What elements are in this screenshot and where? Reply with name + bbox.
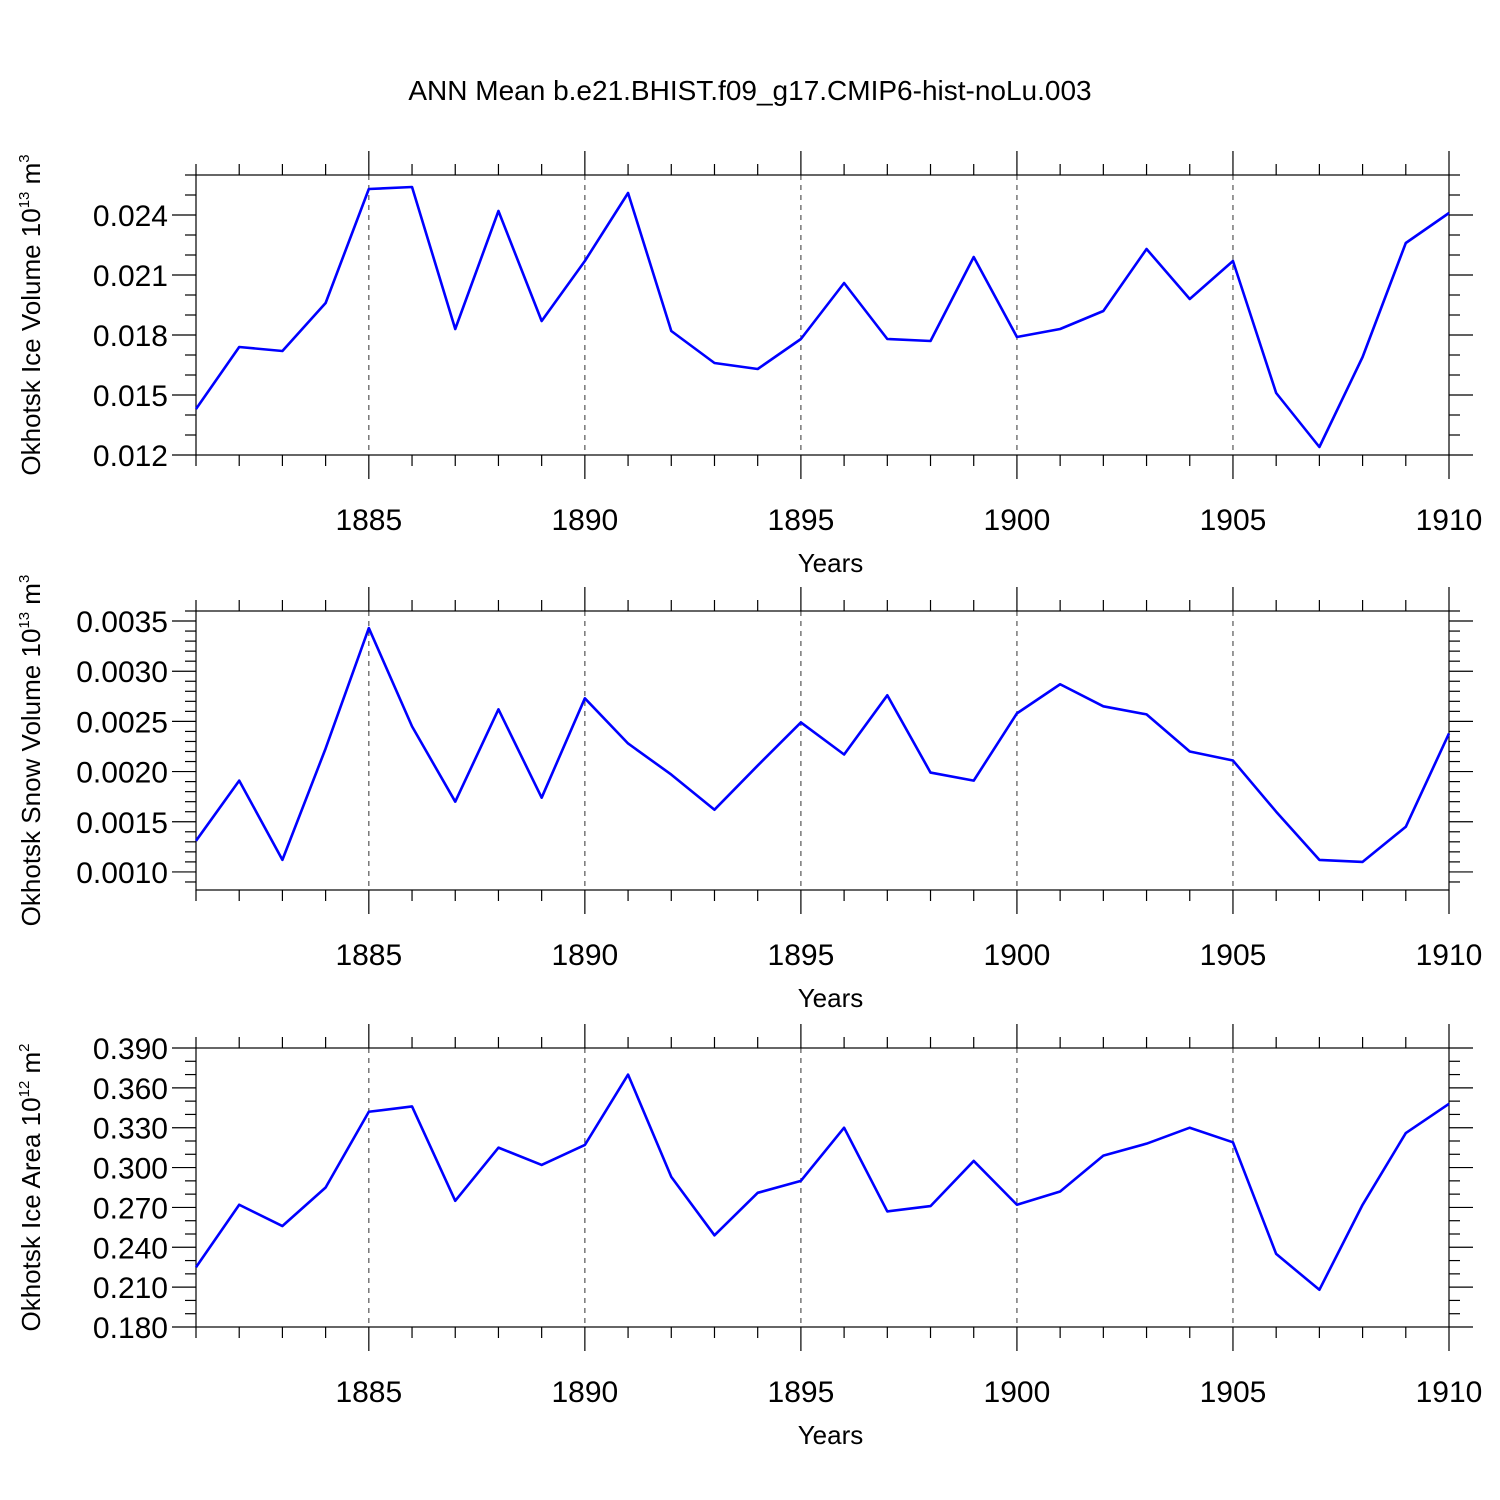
y-tick-label: 0.018 [93, 320, 168, 353]
y-tick-label: 0.360 [93, 1073, 168, 1106]
x-tick-label: 1910 [1416, 1376, 1483, 1409]
y-axis-title-exponent: 13 [16, 192, 33, 209]
x-tick-label: 1885 [335, 939, 402, 972]
y-tick-label: 0.024 [93, 200, 168, 233]
x-tick-label: 1895 [768, 939, 835, 972]
y-axis-title-exponent: 13 [16, 612, 33, 629]
y-axis-title-part: m [16, 1052, 46, 1081]
panel-3: 1885 1890 1895 1900 1905 1910 0.180 0.210 0.240 0… [16, 1024, 1482, 1450]
y-tick-label: 0.015 [93, 380, 168, 413]
y-axis-title-part: Okhotsk Ice Area 10 [16, 1097, 46, 1331]
y-tick-label: 0.0010 [76, 857, 168, 890]
y-tick-label: 0.0015 [76, 807, 168, 840]
x-tick-label: 1905 [1200, 939, 1267, 972]
y-tick-label: 0.210 [93, 1272, 168, 1305]
x-tick-label: 1885 [335, 1376, 402, 1409]
y-tick-label: 0.330 [93, 1113, 168, 1146]
panels-group: 1885 1890 1895 1900 1905 1910 0.012 0.015 0.018 0… [16, 151, 1482, 1450]
x-tick-label: 1895 [768, 504, 835, 537]
x-tick-label: 1900 [984, 939, 1051, 972]
y-axis-title-exponent: 3 [16, 575, 33, 583]
x-tick-label: 1905 [1200, 504, 1267, 537]
x-tick-label: 1905 [1200, 1376, 1267, 1409]
x-tick-label: 1900 [984, 504, 1051, 537]
plot-frame [195, 610, 1450, 891]
chart-title: ANN Mean b.e21.BHIST.f09_g17.CMIP6-hist-… [408, 75, 1091, 106]
y-tick-label: 0.0020 [76, 757, 168, 790]
y-tick-label: 0.240 [93, 1232, 168, 1265]
x-tick-label: 1890 [551, 939, 618, 972]
data-line [194, 1073, 1450, 1292]
data-line [194, 626, 1451, 864]
x-axis-title: Years [798, 1420, 864, 1450]
y-tick-label: 0.0035 [76, 606, 168, 639]
y-tick-label: 0.012 [93, 440, 168, 473]
y-axis-title: Okhotsk Snow Volume 1013 m3 [16, 575, 46, 927]
x-tick-label: 1895 [768, 1376, 835, 1409]
y-axis-title-part: m [16, 583, 46, 612]
y-axis-title-exponent: 3 [16, 154, 33, 162]
x-tick-label: 1910 [1416, 504, 1483, 537]
y-axis-title-exponent: 12 [16, 1081, 33, 1098]
y-tick-label: 0.0025 [76, 706, 168, 739]
x-tick-label: 1910 [1416, 939, 1483, 972]
y-tick-label: 0.0030 [76, 656, 168, 689]
x-axis-title: Years [798, 983, 864, 1013]
plot-frame [195, 1047, 1450, 1328]
data-line [194, 185, 1450, 449]
y-tick-label: 0.180 [93, 1312, 168, 1345]
x-tick-label: 1885 [335, 504, 402, 537]
panel-1: 1885 1890 1895 1900 1905 1910 0.012 0.015 0.018 0… [16, 151, 1482, 578]
x-tick-label: 1890 [551, 504, 618, 537]
y-tick-label: 0.270 [93, 1192, 168, 1225]
x-tick-label: 1890 [551, 1376, 618, 1409]
y-axis-title-part: m [16, 163, 46, 192]
plot-frame [195, 174, 1450, 456]
x-axis-title: Years [798, 548, 864, 578]
y-tick-label: 0.021 [93, 260, 168, 293]
y-axis-title: Okhotsk Ice Volume 1013 m3 [16, 154, 46, 475]
y-tick-label: 0.390 [93, 1033, 168, 1066]
panel-2: 1885 1890 1895 1900 1905 1910 0.0010 0.0015 0.00… [16, 575, 1482, 1013]
x-tick-label: 1900 [984, 1376, 1051, 1409]
y-axis-title: Okhotsk Ice Area 1012 m2 [16, 1043, 46, 1331]
y-axis-title-part: Okhotsk Snow Volume 10 [16, 629, 46, 927]
y-axis-title-part: Okhotsk Ice Volume 10 [16, 208, 46, 475]
y-tick-label: 0.300 [93, 1153, 168, 1186]
y-axis-title-exponent: 2 [16, 1043, 33, 1051]
